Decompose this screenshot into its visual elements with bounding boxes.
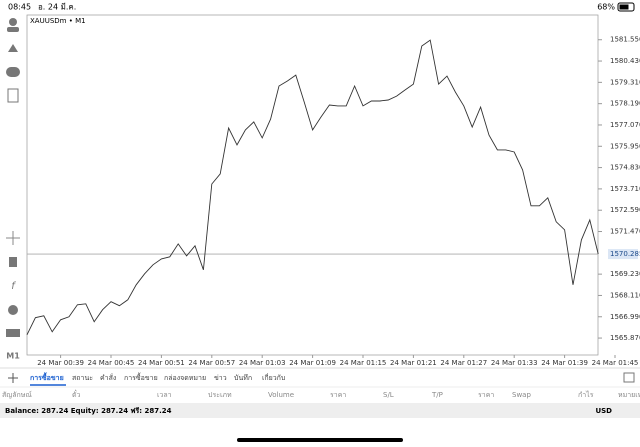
- y-tick-label: 1581.550: [610, 36, 640, 44]
- account-icon-body: [7, 27, 19, 32]
- balance-text: Balance: 287.24 Equity: 287.24 ฟรี: 287.…: [5, 407, 172, 415]
- home-indicator: [237, 438, 403, 442]
- account-icon[interactable]: [9, 18, 17, 26]
- column-header: Swap: [512, 391, 531, 399]
- x-tick-label: 24 Mar 00:57: [188, 359, 235, 367]
- y-tick-label: 1568.110: [610, 291, 640, 299]
- tab[interactable]: บันทึก: [234, 373, 252, 382]
- x-tick-label: 24 Mar 00:51: [138, 359, 185, 367]
- column-header: Volume: [268, 391, 294, 399]
- current-price-label: 1570.285: [610, 250, 640, 258]
- column-header: T/P: [431, 391, 443, 399]
- timeframe-button[interactable]: M1: [6, 352, 20, 361]
- x-tick-label: 24 Mar 01:39: [541, 359, 588, 367]
- tab[interactable]: เกี่ยวกับ: [262, 373, 285, 382]
- balance-bar: [0, 403, 640, 418]
- layout-button[interactable]: [623, 372, 635, 383]
- y-tick-label: 1569.230: [610, 270, 640, 278]
- column-header: กำไร: [578, 390, 594, 399]
- column-header: สัญลักษณ์: [2, 391, 32, 399]
- y-tick-label: 1575.950: [610, 142, 640, 150]
- y-tick-label: 1580.430: [610, 57, 640, 65]
- y-tick-label: 1573.710: [610, 185, 640, 193]
- status-date: อ. 24 มี.ค.: [38, 3, 76, 12]
- x-tick-label: 24 Mar 01:21: [390, 359, 437, 367]
- y-tick-label: 1571.470: [610, 228, 640, 236]
- current-price-box: [608, 249, 638, 260]
- y-tick-label: 1579.310: [610, 78, 640, 86]
- x-tick-label: 24 Mar 01:33: [491, 359, 538, 367]
- x-tick-label: 24 Mar 01:27: [440, 359, 487, 367]
- battery-level: [619, 4, 629, 10]
- column-header: S/L: [383, 391, 394, 399]
- x-tick-label: 24 Mar 00:45: [88, 359, 135, 367]
- price-line: [26, 39, 599, 335]
- y-tick-label: 1565.870: [610, 334, 640, 342]
- x-tick-label: 24 Mar 00:39: [37, 359, 84, 367]
- column-header: หมายเหตุ: [618, 391, 640, 399]
- trade-icon[interactable]: [8, 44, 18, 52]
- new-order-icon[interactable]: [7, 88, 19, 103]
- column-header: ราคา: [478, 391, 494, 399]
- status-time: 08:45: [8, 3, 31, 12]
- column-header: ตั๋ว: [72, 390, 81, 399]
- column-header: ประเภท: [208, 391, 232, 399]
- crosshair-icon[interactable]: [6, 231, 20, 245]
- currency: USD: [595, 407, 612, 415]
- tab[interactable]: ข่าว: [214, 374, 227, 382]
- templates-icon[interactable]: [6, 329, 20, 337]
- column-header: ราคา: [330, 391, 346, 399]
- x-tick-label: 24 Mar 01:15: [340, 359, 387, 367]
- tab[interactable]: คำสั่ง: [100, 373, 116, 382]
- y-tick-label: 1572.590: [610, 206, 640, 214]
- objects-icon[interactable]: [8, 305, 18, 315]
- y-tick-label: 1574.830: [610, 164, 640, 172]
- tab[interactable]: กล่องจดหมาย: [164, 374, 206, 382]
- candle-icon[interactable]: [9, 257, 17, 267]
- y-tick-label: 1566.990: [610, 313, 640, 321]
- y-tick-label: 1577.070: [610, 121, 640, 129]
- x-tick-label: 24 Mar 01:03: [239, 359, 286, 367]
- tab[interactable]: การซื้อขาย: [124, 371, 158, 382]
- tab[interactable]: การซื้อขาย: [30, 371, 64, 382]
- column-header: เวลา: [157, 391, 172, 399]
- chat-icon[interactable]: [6, 67, 20, 77]
- x-tick-label: 24 Mar 01:45: [592, 359, 639, 367]
- add-button[interactable]: [8, 373, 18, 383]
- tab[interactable]: สถานะ: [72, 374, 93, 382]
- indicator-icon[interactable]: f: [11, 281, 16, 292]
- chart-title: XAUUSDm • M1: [30, 17, 86, 25]
- battery-icon: [617, 2, 635, 12]
- status-battery: 68%: [597, 3, 615, 12]
- x-tick-label: 24 Mar 01:09: [289, 359, 336, 367]
- y-tick-label: 1578.190: [610, 100, 640, 108]
